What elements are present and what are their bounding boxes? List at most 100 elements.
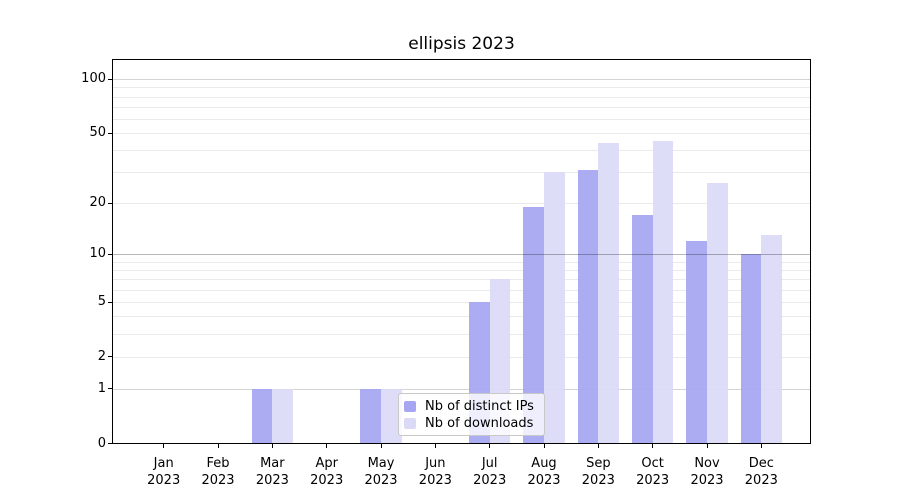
y-tick-mark [108, 202, 112, 204]
x-tick-year: 2023 [201, 473, 235, 488]
y-tick-mark [108, 443, 112, 444]
bar-downloads [272, 388, 293, 444]
x-tick-month: Jun [425, 456, 446, 471]
y-tick-mark [108, 301, 112, 303]
x-tick-label: Sep 2023 [563, 455, 633, 489]
minor-gridline [113, 133, 810, 135]
x-tick-year: 2023 [690, 473, 724, 488]
y-tick-label: 1 [97, 380, 106, 396]
minor-gridline [113, 96, 810, 98]
y-tick-label: 20 [89, 195, 106, 211]
bar-distinct-ips [632, 215, 653, 444]
bar-distinct-ips [686, 240, 707, 444]
x-tick-month: Nov [694, 456, 720, 471]
legend-item-downloads: Nb of downloads [404, 415, 538, 431]
y-tick-mark [108, 78, 112, 80]
x-tick-label: Aug 2023 [509, 455, 579, 489]
x-tick-label: Jan 2023 [129, 455, 199, 489]
x-tick-month: Mar [260, 456, 285, 471]
y-tick-mark [108, 132, 112, 134]
x-tick-month: Feb [206, 456, 230, 471]
minor-gridline [113, 279, 810, 281]
x-tick-label: Dec 2023 [726, 455, 796, 489]
x-tick-mark [760, 444, 762, 448]
x-tick-month: Jul [481, 456, 498, 471]
x-tick-mark [652, 444, 654, 448]
bar-distinct-ips [251, 388, 273, 444]
legend-swatch-distinct-ips [404, 400, 416, 412]
bar-distinct-ips [740, 254, 762, 444]
x-tick-month: Oct [641, 456, 664, 471]
x-tick-year: 2023 [310, 473, 344, 488]
bar-downloads [544, 172, 565, 444]
x-tick-mark [543, 444, 545, 448]
x-tick-label: Jun 2023 [400, 455, 470, 489]
x-tick-month: Jan [153, 456, 174, 471]
x-tick-label: Feb 2023 [183, 455, 253, 489]
minor-gridline [113, 302, 810, 304]
x-tick-label: Oct 2023 [618, 455, 688, 489]
legend-swatch-downloads [404, 417, 416, 429]
x-tick-year: 2023 [255, 473, 289, 488]
legend: Nb of distinct IPs Nb of downloads [398, 393, 545, 436]
x-tick-label: May 2023 [346, 455, 416, 489]
minor-gridline [113, 150, 810, 152]
legend-label: Nb of distinct IPs [425, 398, 534, 414]
y-tick-label: 10 [89, 246, 106, 262]
x-tick-month: Aug [531, 456, 557, 471]
minor-gridline [113, 356, 810, 358]
x-tick-mark [597, 444, 599, 448]
x-tick-year: 2023 [418, 473, 452, 488]
x-tick-mark [706, 444, 708, 448]
x-tick-year: 2023 [473, 473, 507, 488]
x-tick-mark [217, 444, 219, 448]
bar-downloads [707, 183, 728, 444]
minor-gridline [113, 334, 810, 336]
x-tick-month: Apr [315, 456, 338, 471]
major-gridline [113, 388, 810, 390]
bar-downloads [652, 141, 674, 444]
x-tick-year: 2023 [147, 473, 181, 488]
emphasis-gridline-10 [113, 254, 810, 256]
bar-downloads [598, 142, 619, 444]
x-tick-year: 2023 [581, 473, 615, 488]
x-tick-mark [326, 444, 328, 448]
y-tick-label: 2 [97, 348, 106, 364]
y-tick-label: 5 [97, 294, 106, 310]
plot-area [113, 60, 810, 444]
x-tick-label: Mar 2023 [237, 455, 307, 489]
x-tick-label: Apr 2023 [292, 455, 362, 489]
x-tick-year: 2023 [364, 473, 398, 488]
y-tick-label: 0 [97, 435, 106, 451]
bar-distinct-ips [360, 388, 381, 444]
x-tick-month: Sep [586, 456, 611, 471]
bar-distinct-ips [523, 206, 544, 444]
minor-gridline [113, 106, 810, 108]
y-tick-mark [108, 253, 112, 255]
minor-gridline [113, 203, 810, 205]
bar-downloads [761, 235, 782, 444]
minor-gridline [113, 316, 810, 318]
x-tick-month: Dec [748, 456, 774, 471]
x-tick-mark [489, 444, 491, 448]
x-tick-year: 2023 [527, 473, 561, 488]
x-tick-label: Jul 2023 [455, 455, 525, 489]
y-tick-label: 100 [81, 71, 106, 87]
bar-distinct-ips [577, 169, 599, 444]
bar-downloads [381, 388, 402, 444]
x-tick-month: May [367, 456, 395, 471]
minor-gridline [113, 270, 810, 272]
minor-gridline [113, 172, 810, 174]
chart-title: ellipsis 2023 [408, 34, 515, 54]
y-tick-mark [108, 388, 112, 390]
x-tick-label: Nov 2023 [672, 455, 742, 489]
y-tick-label: 50 [89, 125, 106, 141]
minor-gridline [113, 289, 810, 291]
y-tick-mark [108, 356, 112, 358]
x-tick-mark [163, 444, 165, 448]
x-tick-mark [434, 444, 436, 448]
major-gridline [113, 79, 810, 81]
x-tick-year: 2023 [636, 473, 670, 488]
legend-label: Nb of downloads [425, 415, 534, 431]
